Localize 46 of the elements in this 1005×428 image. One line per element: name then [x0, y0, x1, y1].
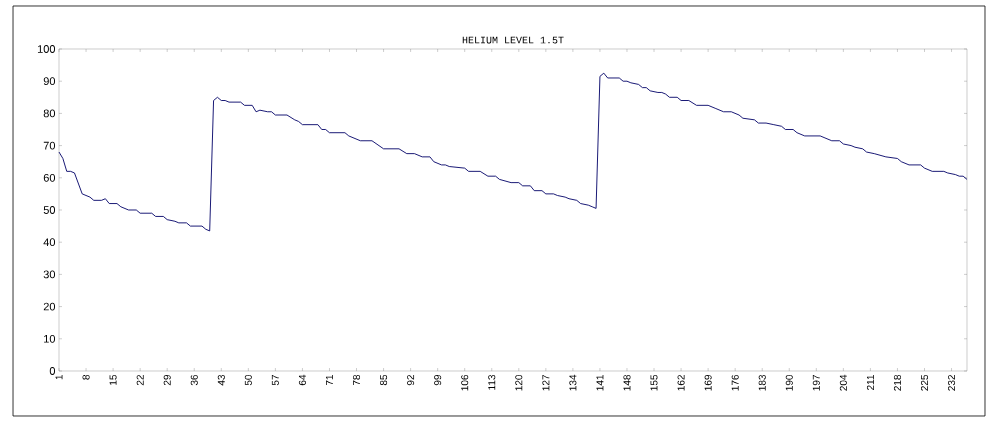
x-tick-label: 92: [407, 375, 415, 386]
y-tick-label: 10: [44, 334, 56, 343]
x-tick-label: 120: [515, 374, 523, 391]
y-tick-label: 60: [43, 173, 56, 182]
y-tick-label: 80: [43, 109, 56, 118]
x-tick-label: 197: [812, 375, 820, 391]
x-tick-label: 204: [839, 374, 847, 391]
x-tick-label: 64: [298, 374, 306, 386]
x-tick-label: 85: [380, 374, 388, 386]
y-tick-label: 90: [43, 77, 56, 86]
x-tick-label: 141: [596, 375, 604, 391]
y-tick-label: 50: [43, 206, 56, 214]
x-tick-label: 183: [758, 374, 766, 391]
x-tick-label: 57: [271, 375, 279, 386]
x-tick-label: 113: [488, 374, 496, 390]
x-tick-label: 211: [866, 375, 874, 390]
x-tick-label: 36: [190, 374, 198, 386]
x-tick-label: 50: [244, 374, 252, 386]
x-tick-label: 1: [55, 375, 63, 380]
x-tick-label: 99: [434, 374, 442, 386]
y-tick-label: 40: [43, 238, 56, 247]
x-tick-label: 148: [623, 374, 631, 391]
x-tick-label: 15: [109, 374, 117, 385]
x-tick-label: 190: [785, 374, 793, 391]
y-tick-label: 30: [43, 270, 56, 279]
x-tick-label: 78: [352, 374, 361, 386]
y-tick-label: 0: [49, 367, 56, 375]
x-tick-label: 127: [542, 375, 550, 391]
x-tick-label: 155: [650, 374, 658, 391]
x-tick-label: 218: [893, 374, 901, 391]
x-tick-label: 134: [569, 374, 577, 391]
x-tick-label: 162: [677, 375, 685, 391]
x-tick-label: 22: [136, 375, 144, 386]
x-tick-label: 106: [461, 374, 469, 391]
x-tick-label: 29: [163, 374, 171, 386]
x-tick-label: 232: [948, 375, 956, 391]
x-tick-label: 71: [326, 375, 333, 386]
y-tick-label: 70: [43, 141, 56, 150]
x-tick-label: 169: [704, 374, 712, 391]
x-tick-label: 225: [920, 374, 929, 391]
x-tick-label: 43: [217, 374, 225, 386]
x-tick-label: 176: [731, 374, 739, 391]
chart-title: HELIUM LEVEL 1.5T: [462, 36, 564, 44]
y-tick-label: 20: [43, 302, 56, 311]
y-tick-label: 100: [37, 45, 56, 53]
x-tick-label: 8: [82, 374, 90, 380]
